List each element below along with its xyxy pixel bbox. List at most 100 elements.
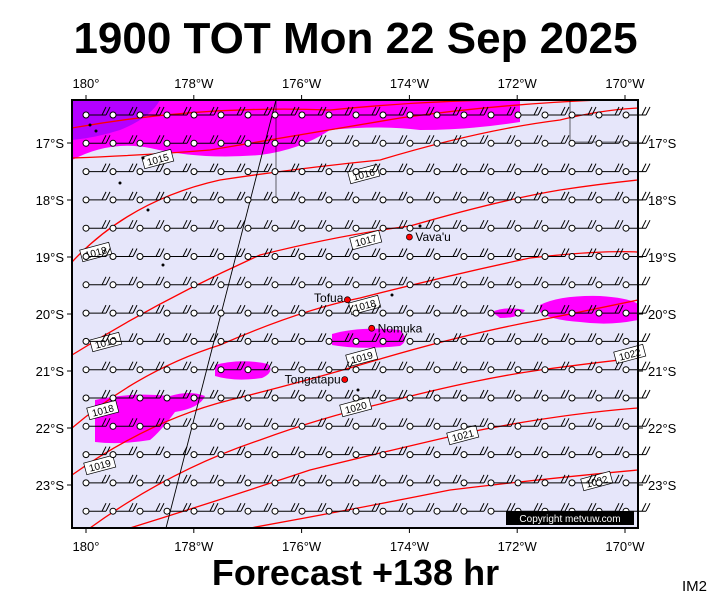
place-dot (344, 296, 351, 304)
wind-barb (622, 248, 651, 260)
wind-barb (325, 502, 354, 515)
wind-barb (487, 502, 516, 515)
wind-barb (190, 135, 219, 147)
wind-barb (595, 106, 624, 119)
wind-barb (163, 219, 192, 232)
wind-barb (298, 361, 327, 374)
wind-barb (379, 276, 408, 289)
wind-barb (460, 219, 489, 232)
wind-barb (190, 474, 219, 487)
wind-barb (352, 106, 381, 119)
wind-barb (244, 219, 273, 232)
wind-barb (406, 219, 435, 232)
wind-barb (325, 163, 354, 176)
wind-barb (595, 361, 624, 374)
wind-barb (595, 418, 624, 430)
wind-barb (82, 446, 111, 459)
copyright-box (506, 511, 634, 525)
wind-barb (163, 106, 192, 119)
wind-barb (298, 418, 327, 430)
wind-barb (433, 191, 462, 204)
wind-barb (514, 418, 543, 430)
lat-label-left: 17°S (36, 136, 65, 151)
wind-barb (406, 446, 435, 459)
wind-barb (271, 446, 300, 459)
wind-barb (514, 446, 543, 459)
wind-barb (541, 389, 570, 402)
wind-barb (82, 191, 111, 204)
wind-barb (244, 446, 273, 459)
lat-label-left: 20°S (36, 307, 65, 322)
wind-barb (82, 474, 111, 487)
wind-barb (244, 276, 273, 289)
wind-barb (217, 502, 246, 515)
wind-barb (433, 418, 462, 430)
wind-barb (595, 163, 624, 176)
wind-barb (217, 389, 246, 402)
lat-label-right: 17°S (648, 136, 677, 151)
wind-barb (109, 418, 138, 430)
wind-barb (406, 276, 435, 289)
wind-barb (541, 163, 570, 176)
lon-label-top: 180° (73, 76, 100, 91)
wind-barb (325, 191, 354, 204)
lat-label-right: 20°S (648, 307, 677, 322)
wind-barb (406, 361, 435, 374)
wind-barb (379, 304, 408, 317)
wind-barb (433, 304, 462, 317)
wind-barb (190, 446, 219, 459)
wind-barb (622, 333, 651, 345)
rain-area-north-heavy (72, 100, 160, 140)
wind-barb (217, 333, 246, 345)
wind-barb (487, 474, 516, 487)
wind-barb (271, 191, 300, 204)
wind-barb (136, 418, 165, 430)
wind-barb (487, 389, 516, 402)
wind-barb (271, 276, 300, 289)
wind-barb (379, 333, 408, 345)
wind-barb (190, 248, 219, 260)
wind-barb (595, 304, 624, 317)
wind-barb (487, 191, 516, 204)
lon-label-top: 178°W (174, 76, 214, 91)
lat-label-left: 22°S (36, 421, 65, 436)
wind-barb (541, 106, 570, 119)
wind-barb (433, 163, 462, 176)
wind-barb (82, 276, 111, 289)
wind-barb (514, 276, 543, 289)
wind-barb (325, 276, 354, 289)
wind-barb (460, 333, 489, 345)
wind-barb (433, 276, 462, 289)
wind-barb (217, 276, 246, 289)
wind-barb (568, 446, 597, 459)
islands (88, 123, 422, 392)
wind-barb (244, 191, 273, 204)
wind-barb (568, 191, 597, 204)
wind-barb (568, 333, 597, 345)
wind-barb (595, 446, 624, 459)
wind-barb (325, 304, 354, 317)
wind-barb (136, 135, 165, 147)
wind-barb (379, 135, 408, 147)
wind-barb (298, 502, 327, 515)
wind-barb (190, 389, 219, 402)
wind-barb (109, 106, 138, 119)
wind-barb (244, 474, 273, 487)
wind-barb (460, 418, 489, 430)
wind-barb (271, 248, 300, 260)
wind-barb (325, 248, 354, 260)
wind-barb (352, 474, 381, 487)
wind-barb (433, 446, 462, 459)
wind-barb (595, 248, 624, 260)
lon-label-top: 176°W (282, 76, 322, 91)
map-title: 1900 TOT Mon 22 Sep 2025 (73, 14, 638, 63)
wind-barb (82, 418, 111, 430)
lat-label-right: 19°S (648, 250, 677, 265)
lat-label-right: 22°S (648, 421, 677, 436)
wind-barb (433, 474, 462, 487)
wind-barb (487, 418, 516, 430)
wind-barb (460, 502, 489, 515)
wind-barb (325, 135, 354, 147)
wind-barb (406, 304, 435, 317)
lon-label-bottom: 178°W (174, 539, 214, 554)
